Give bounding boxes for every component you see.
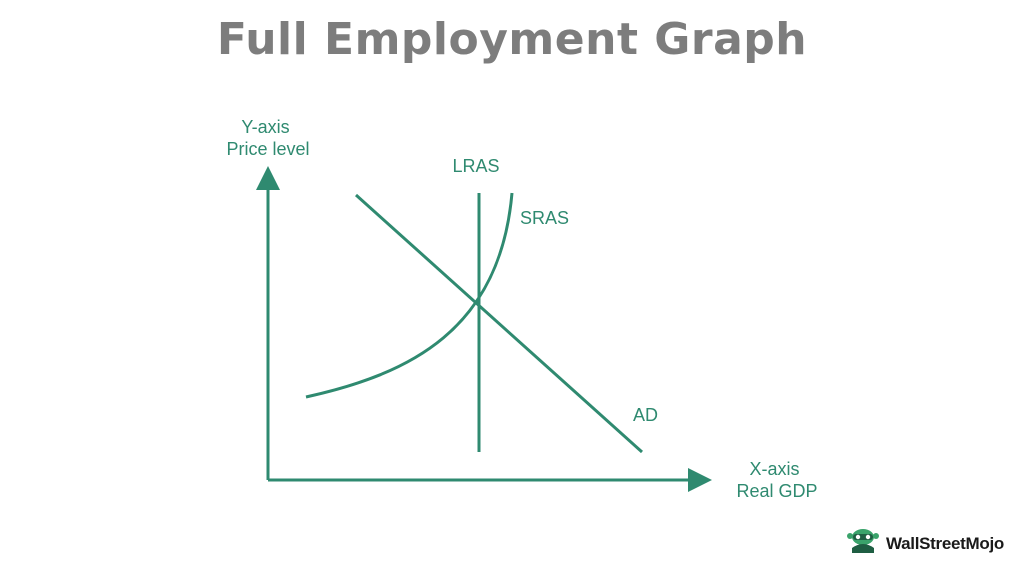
wallstreetmojo-logo: WallStreetMojo <box>846 526 1004 561</box>
ad-label: AD <box>633 405 658 425</box>
y-axis-label: Y-axis Price level <box>226 117 309 159</box>
wallstreetmojo-mascot-icon <box>846 526 880 561</box>
logo-text: WallStreetMojo <box>886 533 1004 553</box>
page-title: Full Employment Graph <box>216 14 808 65</box>
sras-label: SRAS <box>520 208 569 228</box>
x-axis-label: X-axis Real GDP <box>736 459 817 501</box>
ad-curve <box>354 193 644 454</box>
lras-label: LRAS <box>452 156 499 176</box>
sras-curve <box>305 192 514 399</box>
